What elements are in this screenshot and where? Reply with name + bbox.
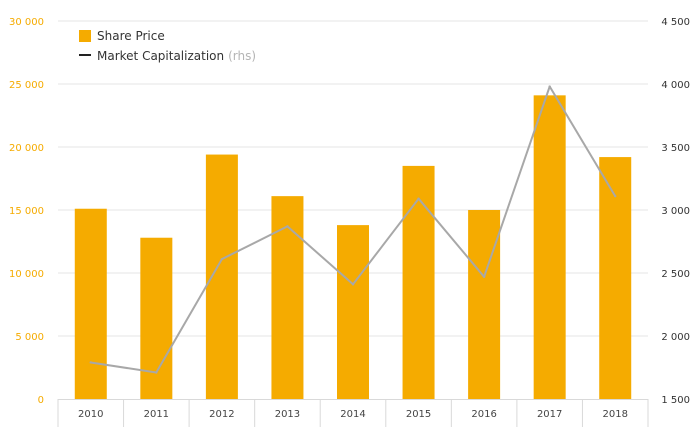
line-point — [220, 257, 224, 261]
y-tick-left: 15 000 — [9, 206, 44, 217]
line-point — [482, 275, 486, 278]
x-tick-label: 2015 — [406, 409, 431, 420]
line-point — [417, 197, 420, 200]
line-point — [286, 225, 289, 228]
x-tick-label: 2014 — [340, 409, 365, 420]
bar — [337, 225, 369, 399]
y-tick-left: 20 000 — [9, 143, 44, 154]
x-tick-label: 2010 — [78, 409, 103, 420]
legend: Share Price Market Capitalization (rhs) — [79, 29, 256, 63]
line-series — [89, 85, 617, 374]
bar — [74, 208, 107, 399]
bar — [402, 165, 435, 399]
x-tick-label: 2012 — [209, 409, 234, 420]
line-point — [614, 194, 617, 198]
bar — [140, 237, 173, 399]
bar — [468, 210, 501, 399]
y-tick-left: 10 000 — [9, 269, 44, 280]
legend-label-market-cap: Market Capitalization (rhs) — [97, 49, 256, 63]
x-tick-label: 2016 — [471, 409, 496, 420]
legend-market-cap-name: Market Capitalization — [97, 49, 224, 63]
line-point — [351, 283, 355, 286]
x-tick-label: 2018 — [602, 409, 627, 420]
bar — [599, 157, 632, 399]
bar — [271, 196, 304, 399]
x-tick-label: 2017 — [537, 409, 562, 420]
line-point — [155, 371, 158, 374]
bar-series — [74, 95, 632, 399]
y-tick-right: 4 500 — [661, 17, 690, 28]
y-tick-right: 1 500 — [661, 395, 690, 406]
y-tick-left: 30 000 — [9, 17, 44, 28]
y-tick-right: 2 000 — [661, 332, 690, 343]
axes: 0 1 500 5 000 2 000 10 000 2 500 15 000 3 000 20… — [9, 17, 690, 427]
y-tick-right: 2 500 — [661, 269, 690, 280]
y-tick-left: 25 000 — [9, 80, 44, 91]
x-tick-label: 2011 — [144, 409, 169, 420]
y-tick-right: 3 500 — [661, 143, 690, 154]
y-tick-left: 0 — [38, 395, 44, 406]
legend-bar-swatch — [79, 30, 91, 42]
line-point — [548, 85, 551, 88]
x-tick-label: 2013 — [275, 409, 300, 420]
y-tick-right: 4 000 — [661, 80, 690, 91]
y-tick-right: 3 000 — [661, 206, 690, 217]
y-tick-left: 5 000 — [15, 332, 44, 343]
legend-label-share-price: Share Price — [97, 29, 165, 43]
line-point — [89, 361, 92, 364]
legend-market-cap-note: (rhs) — [228, 49, 256, 63]
bar — [533, 95, 566, 399]
